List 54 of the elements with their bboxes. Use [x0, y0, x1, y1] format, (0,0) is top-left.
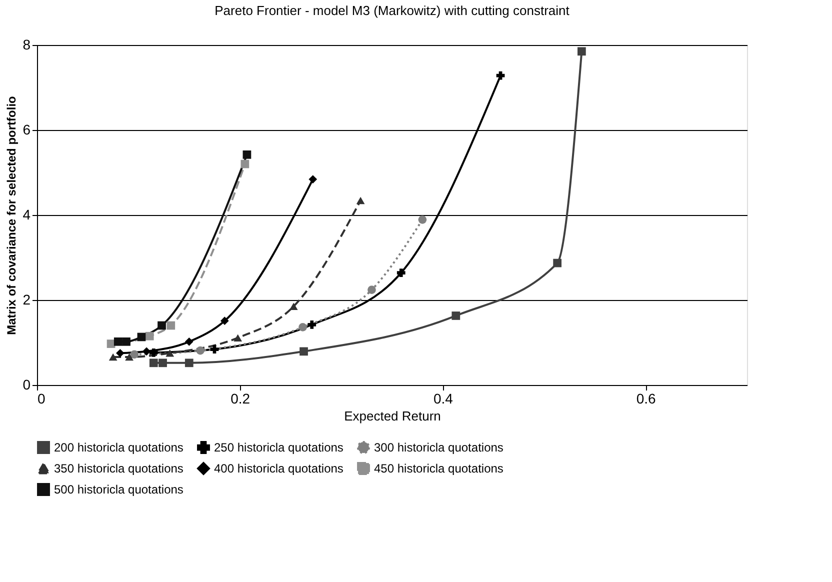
- y-tick-label: 0: [22, 376, 31, 392]
- point: [577, 47, 586, 56]
- point: [242, 150, 252, 159]
- point: [116, 348, 124, 358]
- point: [298, 323, 307, 332]
- point: [184, 358, 194, 368]
- point: [220, 316, 229, 326]
- point: [149, 358, 158, 368]
- y-tick-label: 2: [22, 292, 31, 308]
- point: [122, 337, 130, 346]
- point: [210, 345, 219, 354]
- point: [130, 350, 139, 359]
- point: [368, 286, 376, 294]
- point: [300, 347, 308, 356]
- legend-label: 500 historicla quotations: [54, 482, 184, 496]
- y-tick-label: 8: [22, 36, 31, 52]
- point: [553, 258, 562, 268]
- x-tick-label: 0.4: [433, 390, 454, 406]
- point: [452, 312, 460, 320]
- point: [496, 71, 505, 80]
- point: [158, 321, 166, 330]
- y-axis-title: Matrix of covariance for selected portfolio: [4, 96, 19, 335]
- x-tick-label: 0.6: [636, 390, 656, 406]
- point: [166, 321, 176, 330]
- point: [308, 175, 318, 184]
- legend-label: 200 historicla quotations: [54, 440, 184, 455]
- point: [289, 302, 298, 310]
- x-tick-label: 0.2: [230, 390, 250, 406]
- legend-label: 450 historicla quotations: [374, 462, 504, 476]
- point: [125, 353, 134, 361]
- point: [149, 348, 158, 357]
- point: [308, 320, 316, 329]
- point: [184, 337, 194, 346]
- y-tick-label: 4: [22, 206, 31, 222]
- point: [137, 332, 146, 342]
- point: [418, 216, 427, 224]
- point: [108, 353, 118, 361]
- legend-label: 350 historicla quotations: [54, 462, 184, 476]
- legend-label: 300 historicla quotations: [374, 440, 504, 455]
- y-tick-label: 6: [22, 122, 31, 138]
- point: [234, 334, 242, 342]
- x-tick-label: 0: [38, 390, 46, 406]
- legend-label: 250 historicla quotations: [214, 440, 344, 455]
- x-axis-title: Expected Return: [344, 408, 441, 424]
- point: [396, 268, 406, 277]
- chart-title: Pareto Frontier - model M3 (Markowitz) with cutting constraint: [214, 3, 570, 18]
- point: [356, 196, 365, 204]
- point: [145, 332, 154, 340]
- point: [240, 160, 250, 168]
- point: [166, 350, 174, 357]
- legend-label: 400 historicla quotations: [214, 462, 344, 476]
- point: [196, 346, 204, 355]
- point: [158, 358, 167, 368]
- point: [114, 337, 122, 346]
